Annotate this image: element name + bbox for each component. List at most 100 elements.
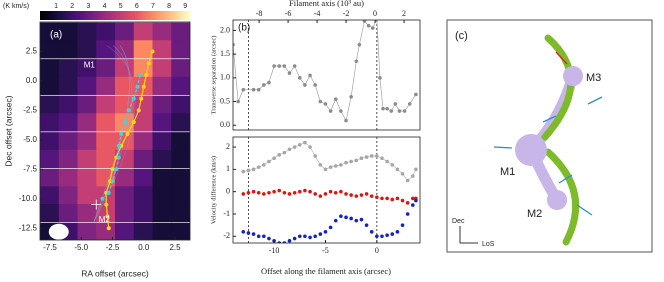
heat-cell (96, 149, 116, 169)
heat-cell (58, 59, 78, 78)
colorbar-segment (165, 11, 168, 20)
series-point (378, 76, 382, 80)
series-point (369, 194, 374, 198)
colorbar-segment (70, 11, 73, 20)
heat-cell (133, 40, 153, 59)
top-x-label: Filament axis (10³ au) (289, 0, 364, 8)
colorbar-segment (52, 11, 56, 20)
series-point (395, 167, 400, 172)
series-point (339, 163, 343, 167)
heat-cell (58, 186, 78, 205)
filament-point (123, 120, 127, 125)
colorbar-segment (130, 11, 133, 20)
series-point (333, 164, 338, 168)
plot-area (241, 137, 418, 243)
series-point (282, 64, 287, 68)
y-tick-label: 1 (226, 164, 230, 173)
filament-point (105, 214, 110, 219)
colorbar-segment (80, 11, 83, 20)
colorbar-tick-label: 1 (54, 3, 58, 10)
colorbar-tick-label: 7 (151, 3, 155, 10)
series-point (282, 241, 287, 243)
colorbar-segment (62, 11, 66, 20)
colorbar-tick-label: 8 (167, 3, 171, 10)
heat-cell (58, 95, 78, 114)
series-point (251, 189, 256, 194)
x-axis-label: Offset along the filament axis (arcsec) (261, 266, 391, 276)
series-point (292, 64, 297, 68)
series-point (385, 106, 389, 111)
heat-cell (58, 76, 78, 95)
colorbar-segment (92, 11, 96, 20)
x-tick-label: -2.5 (106, 243, 120, 252)
heat-cell (133, 149, 153, 169)
series-point (241, 192, 246, 196)
series-point (349, 193, 353, 197)
colorbar-segment (127, 11, 131, 20)
series-point (297, 76, 302, 80)
colorbar-segment (177, 11, 181, 20)
arrow (576, 204, 593, 216)
filament-point (138, 73, 142, 78)
series-point (380, 156, 384, 160)
series-point (241, 230, 246, 234)
series-point (308, 145, 312, 149)
diagram-panel: (c) M3 M1 M2 Dec LoS (446, 19, 653, 253)
panel-label: (c) (455, 30, 468, 42)
series-point (277, 153, 282, 157)
series-point (375, 154, 379, 158)
top-x-tick-label: 2 (402, 9, 406, 18)
filament-point (114, 167, 119, 172)
heat-cell (40, 186, 60, 205)
series-point (375, 195, 379, 200)
series-point (287, 71, 292, 75)
heat-cell (58, 113, 78, 132)
colorbar-segment (155, 11, 158, 20)
heat-cell (77, 149, 97, 169)
heat-cell (96, 132, 116, 151)
filament-point (116, 143, 121, 148)
colorbar-segment (185, 11, 188, 20)
y-tick-label: 0.0 (220, 120, 230, 129)
colorbar-segment (75, 11, 78, 20)
heat-cell (115, 40, 135, 59)
filament-point (139, 96, 144, 101)
series-point (390, 197, 395, 202)
series-point (297, 143, 302, 147)
x-tick-label: 0.0 (138, 243, 150, 252)
plot-frame (39, 21, 191, 241)
colorbar-segment (57, 11, 61, 20)
series-point (277, 188, 282, 193)
arrow (587, 96, 603, 105)
heat-cell (77, 132, 97, 151)
series-point (267, 190, 271, 195)
y-tick-label: 0.5 (220, 96, 230, 105)
series-point (380, 234, 384, 239)
colorbar-tick-label: 9 (183, 3, 187, 10)
series-point (354, 59, 359, 64)
series-point (262, 163, 266, 167)
filament-arc (544, 148, 580, 246)
filament-point (110, 179, 115, 184)
heat-cell (171, 76, 190, 95)
heat-cell (133, 186, 153, 205)
colorbar-segment (45, 11, 48, 20)
series-point (318, 194, 323, 198)
series-point (236, 99, 240, 104)
heat-cell (77, 186, 97, 205)
y-tick-label: 0 (226, 187, 230, 196)
plot-frame (232, 136, 421, 244)
colorbar-segment (110, 11, 113, 20)
series-point (313, 192, 317, 196)
series-point (357, 42, 362, 47)
y-tick-label: 2.5 (26, 47, 38, 56)
filament-point (125, 131, 130, 136)
y-tick-label: -10.0 (19, 194, 38, 203)
series-point (349, 216, 353, 221)
y-axis-label: Dec offset (arcsec) (3, 95, 13, 166)
heat-cell (77, 204, 97, 223)
heat-cell (171, 113, 190, 132)
series-point (246, 190, 251, 195)
series-point (251, 232, 256, 236)
